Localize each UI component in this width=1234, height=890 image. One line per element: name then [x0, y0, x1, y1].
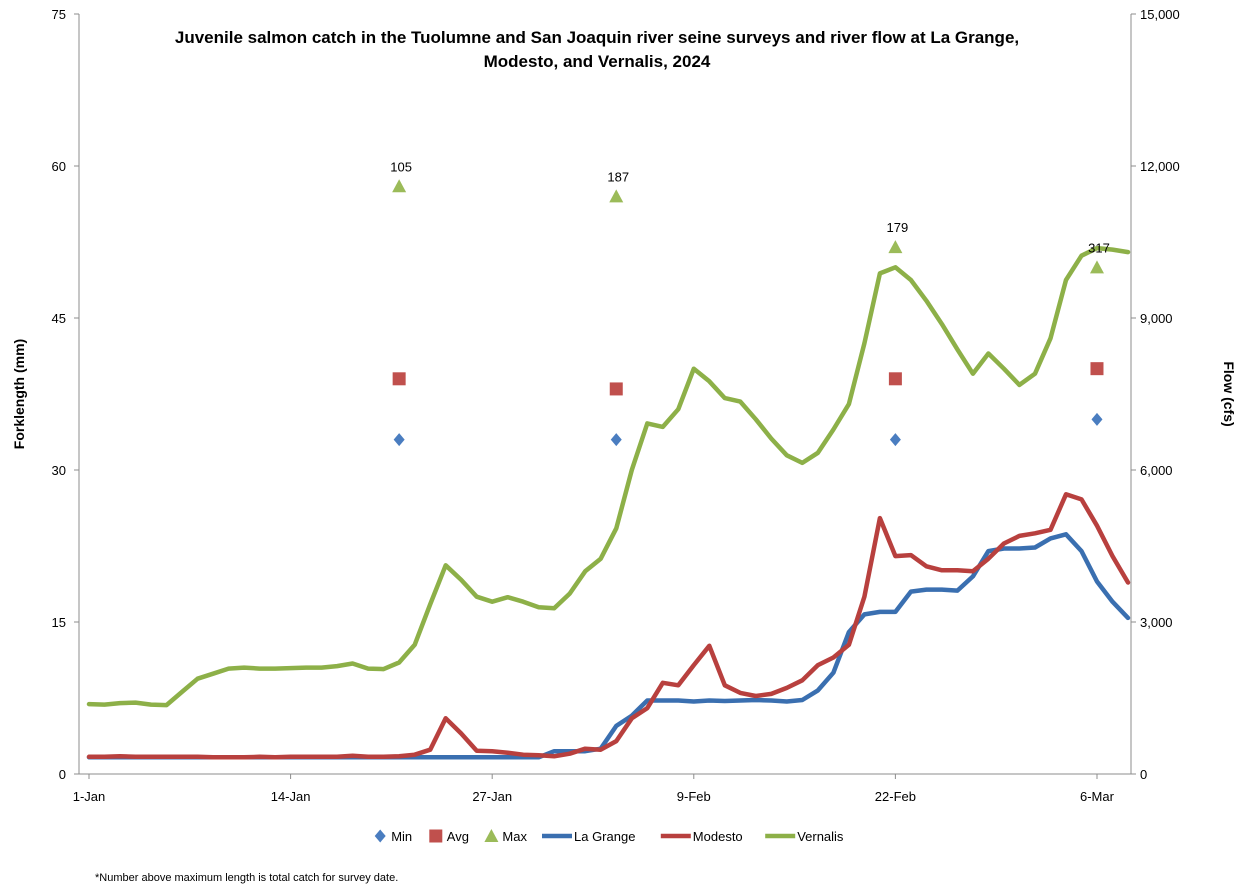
catch-labels-group: 105 187 179 317 [390, 159, 1110, 255]
catch-count-label: 317 [1088, 240, 1110, 255]
survey-marker-avg [609, 382, 623, 396]
right-y-tick-label: 6,000 [1140, 463, 1173, 478]
right-y-tick-label: 3,000 [1140, 615, 1173, 630]
survey-marker-min [393, 433, 405, 447]
x-tick-label: 22-Feb [875, 789, 916, 804]
left-y-tick-label: 15 [52, 615, 66, 630]
left-y-tick-label: 30 [52, 463, 66, 478]
survey-marker-max [609, 189, 624, 203]
legend-label-la-grange: La Grange [574, 829, 635, 844]
legend-label-avg: Avg [447, 829, 469, 844]
survey-marker-min [889, 433, 901, 447]
legend-swatch-max [484, 829, 499, 842]
catch-count-label: 105 [390, 159, 412, 174]
right-y-tick-label: 12,000 [1140, 159, 1180, 174]
legend: Min Avg Max La Grange Modesto Vernalis [374, 829, 844, 844]
footnote: *Number above maximum length is total ca… [95, 872, 399, 884]
y-axis-label-right: Flow (cfs) [1221, 361, 1234, 426]
flow-line-vernalis [86, 245, 1131, 708]
legend-label-vernalis: Vernalis [797, 829, 844, 844]
x-tick-label: 6-Mar [1080, 789, 1115, 804]
right-y-tick-label: 15,000 [1140, 7, 1180, 22]
flow-line-modesto [86, 492, 1131, 760]
survey-marker-avg [888, 372, 902, 386]
legend-label-modesto: Modesto [693, 829, 743, 844]
x-tick-label: 9-Feb [677, 789, 711, 804]
x-tick-label: 14-Jan [271, 789, 311, 804]
survey-marker-min [610, 433, 622, 447]
legend-swatch-min [374, 829, 386, 843]
catch-count-label: 179 [887, 220, 909, 235]
left-y-tick-label: 75 [52, 7, 66, 22]
chart-title-line-1: Juvenile salmon catch in the Tuolumne an… [175, 28, 1019, 47]
survey-marker-avg [392, 372, 406, 386]
chart-title-line-2: Modesto, and Vernalis, 2024 [484, 52, 711, 71]
survey-markers-group [392, 179, 1104, 447]
legend-label-max: Max [502, 829, 527, 844]
left-y-tick-label: 60 [52, 159, 66, 174]
survey-marker-min [1091, 412, 1103, 426]
y-axis-label-left: Forklength (mm) [11, 339, 27, 449]
axis-ticks-group: 0 15 30 45 60 75 0 3,000 6,000 9,000 12,000 15,000 1… [52, 7, 1180, 804]
flow-line-la-grange [86, 532, 1131, 760]
survey-marker-avg [1090, 362, 1104, 376]
survey-marker-max [1089, 260, 1104, 274]
survey-marker-max [392, 179, 407, 193]
x-tick-label: 1-Jan [73, 789, 106, 804]
left-y-tick-label: 0 [59, 767, 66, 782]
legend-label-min: Min [391, 829, 412, 844]
survey-marker-max [888, 240, 903, 254]
right-y-tick-label: 9,000 [1140, 311, 1173, 326]
catch-count-label: 187 [607, 169, 629, 184]
left-y-tick-label: 45 [52, 311, 66, 326]
flow-lines-group [86, 245, 1131, 760]
x-tick-label: 27-Jan [472, 789, 512, 804]
legend-swatch-avg [429, 829, 443, 843]
right-y-tick-label: 0 [1140, 767, 1147, 782]
